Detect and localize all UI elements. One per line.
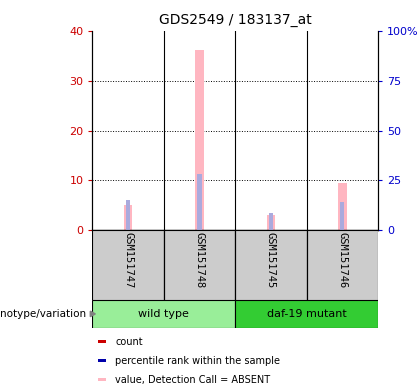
Bar [98, 339, 106, 343]
Bar [269, 214, 273, 230]
Text: wild type: wild type [138, 309, 189, 319]
Bar [235, 300, 378, 328]
Polygon shape [90, 311, 95, 317]
Bar [195, 50, 204, 230]
Bar [340, 202, 344, 230]
Text: GSM151747: GSM151747 [123, 232, 133, 289]
Bar [197, 174, 202, 230]
Bar [92, 300, 235, 328]
Bar [267, 215, 275, 230]
Title: GDS2549 / 183137_at: GDS2549 / 183137_at [159, 13, 312, 27]
Text: daf-19 mutant: daf-19 mutant [267, 309, 346, 319]
Text: GSM151746: GSM151746 [337, 232, 347, 289]
Bar [124, 205, 132, 230]
Text: genotype/variation: genotype/variation [0, 309, 86, 319]
Text: value, Detection Call = ABSENT: value, Detection Call = ABSENT [115, 375, 270, 384]
Bar [338, 183, 346, 230]
Text: count: count [115, 337, 143, 347]
Text: GSM151748: GSM151748 [194, 232, 205, 289]
Text: GSM151745: GSM151745 [266, 232, 276, 289]
Bar [98, 359, 106, 362]
Bar [164, 230, 235, 300]
Bar [235, 230, 307, 300]
Text: percentile rank within the sample: percentile rank within the sample [115, 356, 280, 366]
Bar [98, 378, 106, 381]
Bar [92, 230, 164, 300]
Bar [307, 230, 378, 300]
Bar [126, 200, 130, 230]
